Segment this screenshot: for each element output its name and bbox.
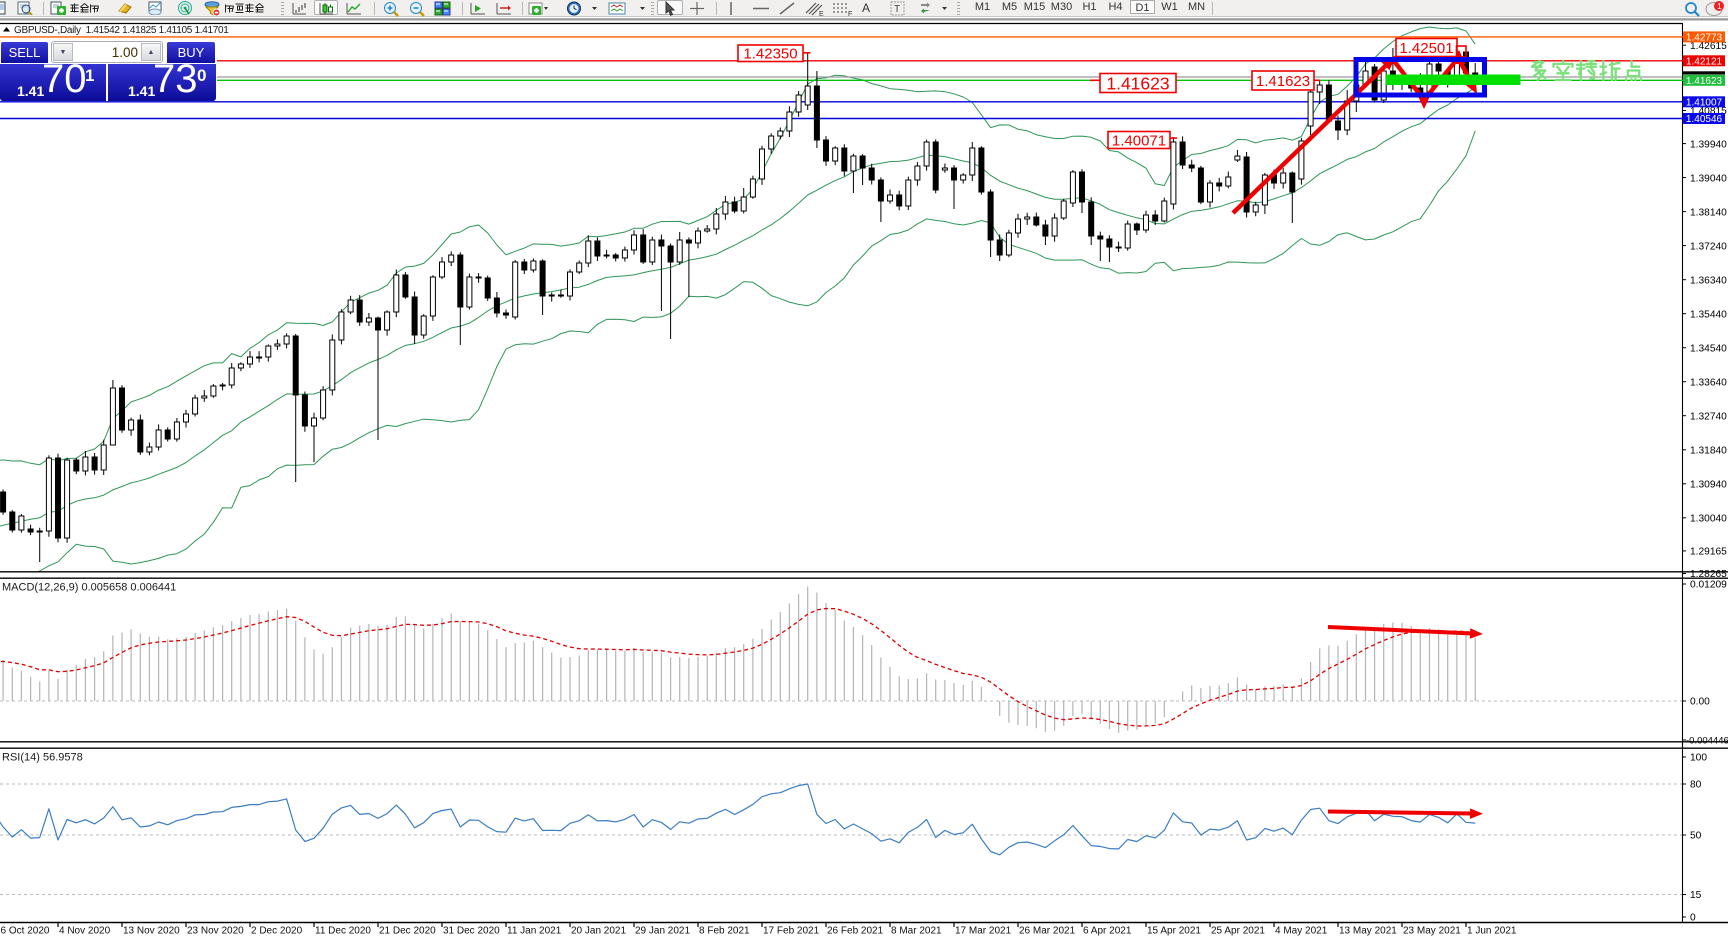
svg-text:1.41623: 1.41623 — [1256, 73, 1310, 90]
svg-text:1.29165: 1.29165 — [1690, 547, 1727, 558]
svg-text:1.42773: 1.42773 — [1686, 33, 1723, 44]
svg-text:23 May 2021: 23 May 2021 — [1403, 926, 1461, 937]
svg-text:1.38140: 1.38140 — [1690, 207, 1727, 218]
svg-text:0.01209: 0.01209 — [1690, 580, 1727, 591]
svg-text:1.30940: 1.30940 — [1690, 480, 1727, 491]
svg-text:1.42350: 1.42350 — [743, 46, 797, 63]
svg-text:1.41007: 1.41007 — [1686, 97, 1723, 108]
svg-text:8 Feb 2021: 8 Feb 2021 — [699, 926, 750, 937]
svg-text:4 Nov 2020: 4 Nov 2020 — [59, 926, 111, 937]
svg-text:15: 15 — [1690, 890, 1702, 901]
svg-text:17 Feb 2021: 17 Feb 2021 — [763, 926, 820, 937]
svg-text:31 Dec 2020: 31 Dec 2020 — [443, 926, 500, 937]
svg-text:1.39040: 1.39040 — [1690, 173, 1727, 184]
svg-text:1.37240: 1.37240 — [1690, 241, 1727, 252]
svg-text:29 Jan 2021: 29 Jan 2021 — [635, 926, 690, 937]
svg-text:1.35440: 1.35440 — [1690, 309, 1727, 320]
svg-text:1: 1 — [1717, 2, 1722, 11]
svg-text:23 Nov 2020: 23 Nov 2020 — [187, 926, 244, 937]
svg-text:50: 50 — [1690, 831, 1702, 842]
svg-text:4 May 2021: 4 May 2021 — [1275, 926, 1328, 937]
svg-text:11 Jan 2021: 11 Jan 2021 — [507, 926, 562, 937]
svg-text:1.28265: 1.28265 — [1690, 569, 1727, 580]
svg-text:15 Apr 2021: 15 Apr 2021 — [1147, 926, 1201, 937]
svg-text:80: 80 — [1690, 780, 1702, 791]
svg-text:-0.004446: -0.004446 — [1686, 736, 1728, 747]
svg-text:26 Feb 2021: 26 Feb 2021 — [827, 926, 884, 937]
svg-text:2 Dec 2020: 2 Dec 2020 — [251, 926, 303, 937]
svg-text:1.42501: 1.42501 — [1399, 40, 1453, 57]
svg-text:1.33640: 1.33640 — [1690, 377, 1727, 388]
svg-text:11 Dec 2020: 11 Dec 2020 — [315, 926, 371, 937]
svg-text:F: F — [848, 11, 852, 17]
svg-text:0.00: 0.00 — [1690, 697, 1710, 708]
svg-text:E: E — [819, 11, 824, 17]
svg-text:1.40815: 1.40815 — [1690, 106, 1727, 117]
svg-text:1.31840: 1.31840 — [1690, 446, 1727, 457]
svg-text:1.41623: 1.41623 — [1686, 76, 1723, 87]
svg-text:1.30040: 1.30040 — [1690, 514, 1727, 525]
svg-text:MACD(12,26,9) 0.005658 0.00644: MACD(12,26,9) 0.005658 0.006441 — [2, 582, 176, 594]
svg-text:21 Dec 2020: 21 Dec 2020 — [379, 926, 436, 937]
svg-text:25 Apr 2021: 25 Apr 2021 — [1211, 926, 1265, 937]
svg-text:1.41623: 1.41623 — [1106, 73, 1169, 93]
svg-text:1.42615: 1.42615 — [1690, 41, 1727, 52]
svg-text:GBPUSD-,Daily 1.41542 1.41825: GBPUSD-,Daily 1.41542 1.41825 1.41105 1.… — [14, 25, 229, 36]
svg-text:1.36340: 1.36340 — [1690, 275, 1727, 286]
svg-text:1 Jun 2021: 1 Jun 2021 — [1467, 926, 1517, 937]
svg-text:6 Apr 2021: 6 Apr 2021 — [1083, 926, 1132, 937]
svg-text:8 Mar 2021: 8 Mar 2021 — [891, 926, 942, 937]
svg-text:1.39940: 1.39940 — [1690, 139, 1727, 150]
svg-text:RSI(14) 56.9578: RSI(14) 56.9578 — [2, 752, 83, 764]
svg-text:1.40546: 1.40546 — [1686, 114, 1723, 125]
svg-text:1.42121: 1.42121 — [1686, 56, 1723, 67]
svg-text:13 May 2021: 13 May 2021 — [1339, 926, 1397, 937]
svg-text:1.34540: 1.34540 — [1690, 343, 1727, 354]
svg-text:17 Mar 2021: 17 Mar 2021 — [955, 926, 1012, 937]
svg-text:13 Nov 2020: 13 Nov 2020 — [123, 926, 180, 937]
svg-text:0: 0 — [1690, 913, 1696, 924]
svg-text:1.32740: 1.32740 — [1690, 411, 1727, 422]
svg-text:26 Oct 2020: 26 Oct 2020 — [0, 926, 50, 937]
svg-text:20 Jan 2021: 20 Jan 2021 — [571, 926, 626, 937]
svg-text:26 Mar 2021: 26 Mar 2021 — [1019, 926, 1076, 937]
svg-text:100: 100 — [1690, 753, 1707, 764]
svg-text:T: T — [894, 4, 900, 15]
svg-text:1.40071: 1.40071 — [1112, 132, 1166, 149]
